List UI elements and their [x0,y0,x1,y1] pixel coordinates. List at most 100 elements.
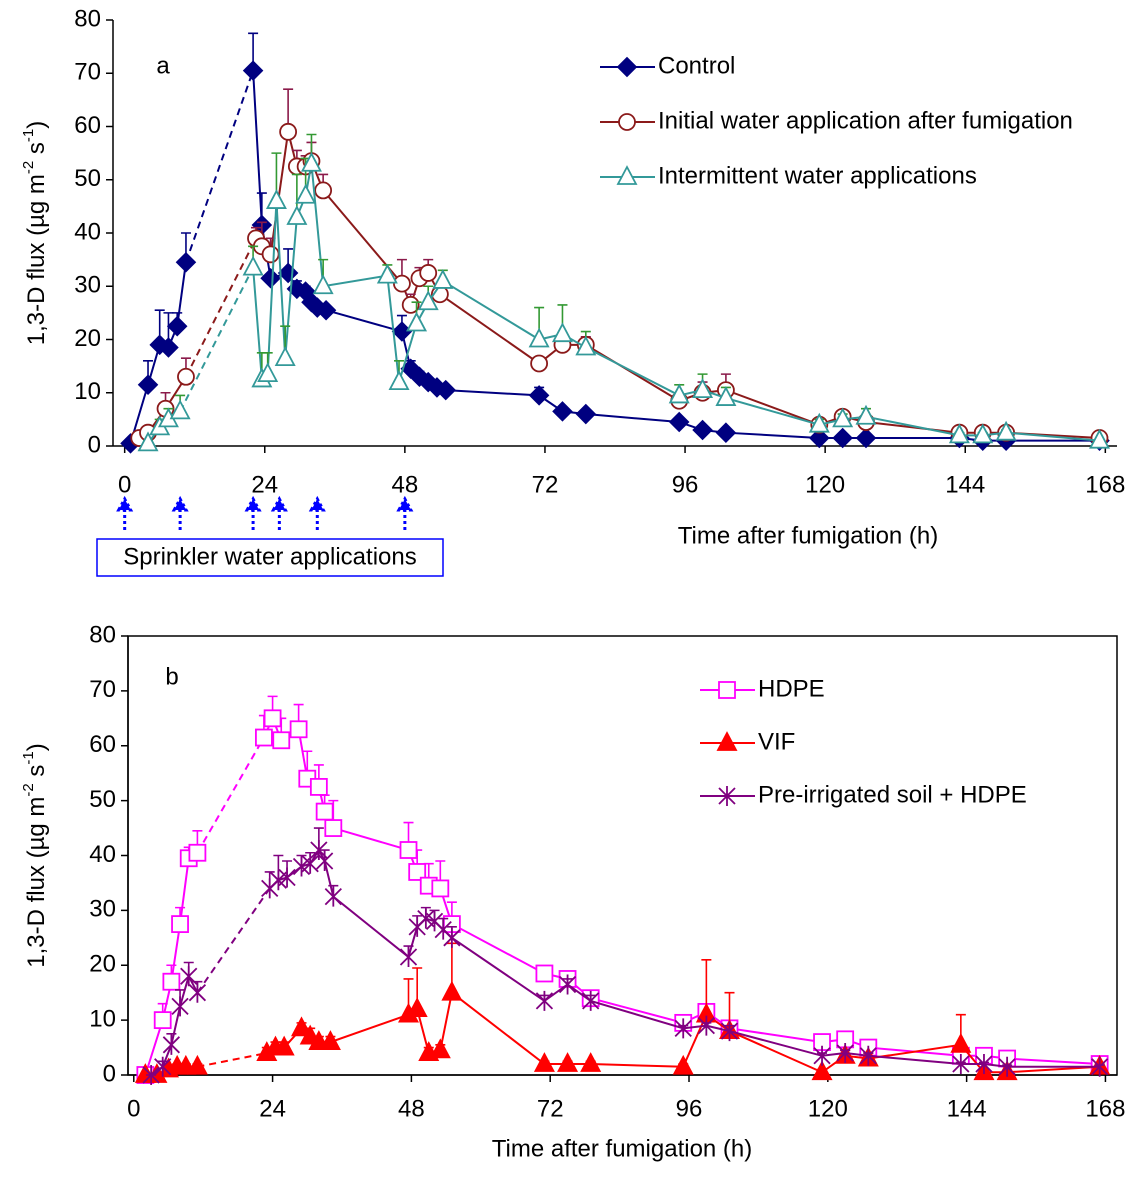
annotation-text: Sprinkler water applications [123,543,416,570]
sprinkler-arrow [396,495,414,530]
y-axis-title-part: s [23,142,50,161]
marker [811,1060,833,1081]
marker [137,431,159,452]
panel-label: a [156,52,170,79]
marker [535,964,554,983]
marker [324,819,343,837]
marker [832,407,854,428]
marker [171,915,189,933]
marker [399,947,418,968]
marker [257,362,279,383]
y-axis-title-part: s [23,765,50,784]
marker [697,1015,715,1036]
marker [672,1054,694,1075]
legend-marker [718,681,736,699]
marker [260,267,281,289]
marker [289,720,308,739]
marker [401,295,420,314]
marker [169,399,191,420]
legend-label: HDPE [758,675,825,702]
marker [419,264,438,282]
marker [859,1045,877,1066]
marker [431,879,450,898]
marker [261,878,279,899]
marker [948,423,970,444]
series-line-dashed [196,887,271,994]
y-tick-label: 80 [74,5,101,32]
y-tick-label: 60 [74,112,101,139]
x-tick-label: 144 [945,471,985,498]
marker [242,60,264,81]
x-tick-label: 0 [118,471,131,498]
marker [417,290,439,311]
marker [188,843,207,862]
legend-label: Initial water application after fumigati… [658,107,1073,134]
x-tick-label: 0 [127,1095,140,1122]
marker [153,1011,172,1030]
marker [952,1054,970,1075]
marker [162,1034,181,1055]
marker [186,1054,208,1075]
y-tick-label: 0 [88,431,101,458]
marker [674,1018,692,1039]
y-tick-label: 10 [74,378,101,405]
legend-marker [616,165,638,185]
marker [309,778,328,796]
marker [278,867,296,888]
x-tick-label: 72 [537,1095,564,1122]
y-axis-title-part: ) [23,121,50,129]
y-axis-title: 1,3-D flux (µg m-2 s-1) [20,121,50,346]
marker [272,731,291,750]
marker [376,263,398,284]
marker [809,427,830,449]
marker [557,1052,579,1072]
marker [399,841,418,859]
marker [528,327,550,348]
marker [158,337,179,358]
marker [312,274,334,295]
marker [950,1032,972,1053]
x-tick-label: 96 [672,471,699,498]
marker [291,1016,313,1037]
marker [528,385,550,406]
marker [274,346,296,367]
y-axis-title-superscript: -2 [20,161,37,174]
marker [316,850,334,871]
legend-label: Intermittent water applications [658,162,977,189]
x-tick-label: 24 [251,471,278,498]
marker [314,181,333,200]
y-tick-label: 50 [89,786,116,813]
marker [551,322,573,343]
legend-label: VIF [758,728,795,755]
x-tick-label: 96 [676,1095,703,1122]
marker [855,427,877,449]
marker [715,386,737,406]
marker [175,252,197,273]
marker [668,411,690,433]
y-axis-title-part: 1,3-D flux (µg m [23,797,50,968]
marker [324,886,342,907]
marker [263,709,282,728]
x-tick-label: 48 [392,471,419,498]
marker [408,916,426,937]
y-axis-title-superscript: -1 [20,129,37,142]
marker [154,1056,172,1077]
marker [137,374,159,396]
marker [315,299,337,321]
x-axis-title: Time after fumigation (h) [492,1135,753,1162]
marker [162,972,181,991]
marker [720,1021,739,1042]
x-axis-title: Time after fumigation (h) [678,522,939,549]
marker [391,321,413,342]
legend-marker [618,113,636,131]
sprinkler-arrow [171,495,189,530]
marker [813,1045,831,1066]
legend-label: Control [658,52,735,79]
marker [406,997,428,1018]
marker [530,354,549,373]
marker [808,412,830,433]
series-line [263,715,1100,1066]
y-axis-title-part: ) [23,743,50,751]
x-tick-label: 168 [1085,1095,1125,1122]
panel-label: b [165,663,178,690]
